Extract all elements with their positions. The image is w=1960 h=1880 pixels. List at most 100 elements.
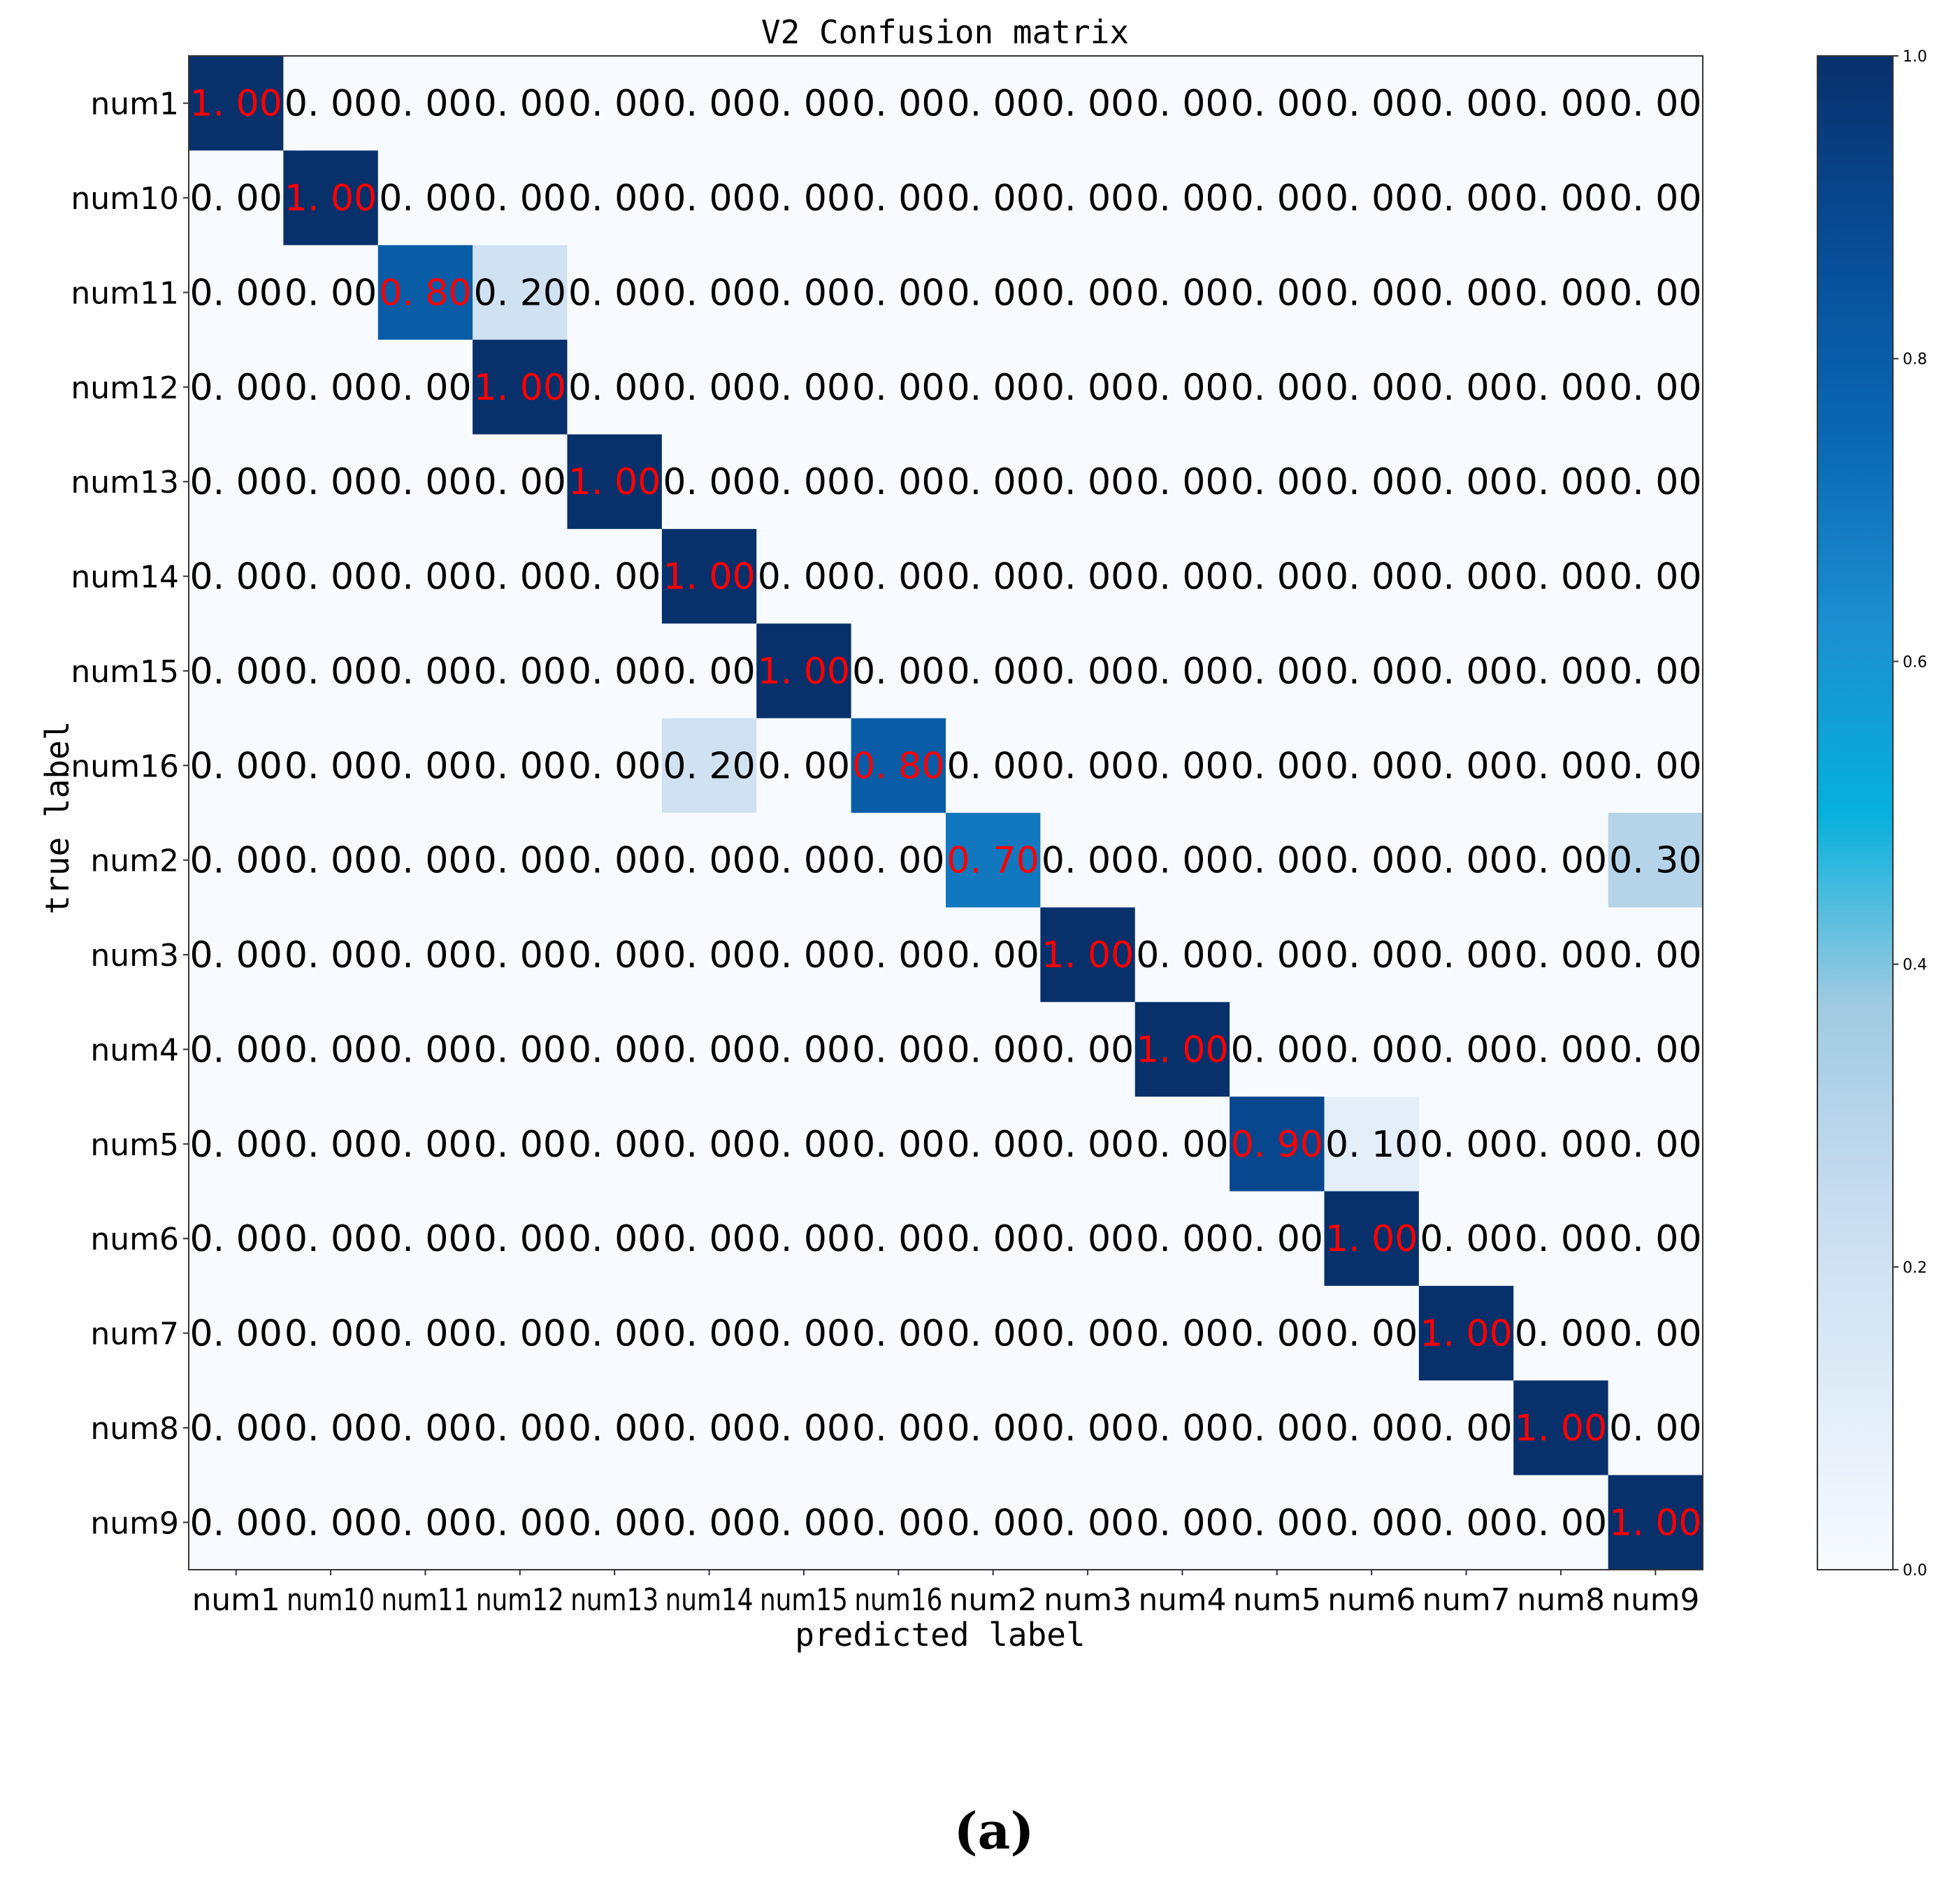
heatmap-cell <box>189 1285 284 1381</box>
heatmap-cell <box>377 434 473 530</box>
cell-value-label: 0. 00 <box>1515 1218 1607 1260</box>
cell-value-label: 0. 00 <box>1420 840 1512 882</box>
heatmap-cell <box>377 1475 473 1570</box>
heatmap-cell <box>1418 434 1514 530</box>
heatmap-cell <box>189 56 284 151</box>
y-tick-label: num5 <box>90 1127 179 1163</box>
cell-value-label: 0. 00 <box>1420 745 1512 787</box>
cell-value-label: 0. 00 <box>1325 556 1418 598</box>
cell-value-label: 0. 00 <box>663 367 755 409</box>
cell-value-label: 0. 00 <box>663 1124 755 1166</box>
heatmap-cell <box>1608 813 1703 908</box>
heatmap-cell <box>1230 150 1325 246</box>
cell-value-label: 0. 00 <box>568 1313 661 1355</box>
heatmap-cell <box>189 1191 284 1287</box>
heatmap-cell <box>473 813 568 908</box>
cell-value-label: 0. 00 <box>1609 934 1701 976</box>
heatmap-cell <box>1134 1002 1230 1097</box>
cell-value-label: 0. 00 <box>190 1408 282 1449</box>
cell-value-label: 0. 00 <box>1042 178 1134 219</box>
heatmap-cell <box>377 528 473 624</box>
cell-value-label: 0. 00 <box>1515 1502 1607 1544</box>
colorbar-tick-label: 0.8 <box>1903 351 1927 368</box>
cell-value-label: 0. 00 <box>474 1502 566 1544</box>
heatmap-cell <box>1513 1285 1609 1381</box>
heatmap-cell <box>661 1002 757 1097</box>
cell-value-label: 0. 00 <box>947 556 1039 598</box>
cell-value-label: 0. 00 <box>947 83 1039 125</box>
cell-value-label: 0. 00 <box>1609 367 1701 409</box>
cell-value-label: 0. 00 <box>663 934 755 976</box>
cell-value-label: 0. 00 <box>284 1502 377 1544</box>
cell-value-label: 0. 00 <box>758 840 850 882</box>
heatmap-cell <box>946 1475 1041 1570</box>
heatmap-cell <box>1418 718 1514 814</box>
heatmap-cell <box>1608 1475 1703 1570</box>
cell-value-label: 0. 00 <box>474 556 566 598</box>
cell-value-label: 0. 00 <box>947 367 1039 409</box>
heatmap-cell <box>1134 718 1230 814</box>
heatmap-cell <box>567 907 663 1003</box>
cell-value-label: 0. 00 <box>1420 272 1512 314</box>
heatmap-cell <box>1418 1380 1514 1476</box>
cell-value-label: 0. 00 <box>379 1218 471 1260</box>
heatmap-cell <box>1230 245 1325 340</box>
heatmap-cell <box>283 528 379 624</box>
heatmap-cell <box>946 1002 1041 1097</box>
cell-value-label: 0. 80 <box>379 272 471 314</box>
heatmap-cell <box>567 1380 663 1476</box>
heatmap-cell <box>377 623 473 719</box>
cell-value-label: 1. 00 <box>663 556 755 598</box>
heatmap-cell <box>1324 718 1420 814</box>
heatmap-cell <box>1418 1097 1514 1192</box>
cell-value-label: 0. 00 <box>1042 461 1134 503</box>
cell-value-label: 0. 00 <box>852 461 944 503</box>
heatmap-cell <box>567 813 663 908</box>
cell-value-label: 0. 00 <box>1136 367 1228 409</box>
cell-value-label: 1. 00 <box>284 178 377 219</box>
x-tick-label: num2 <box>949 1582 1037 1618</box>
heatmap-cell <box>946 1097 1041 1192</box>
cell-value-label: 1. 00 <box>1325 1218 1418 1260</box>
heatmap-cell <box>661 528 757 624</box>
heatmap-cell <box>473 434 568 530</box>
cell-value-label: 0. 00 <box>1420 556 1512 598</box>
heatmap-cell <box>1230 1097 1325 1192</box>
heatmap-cell <box>1513 813 1609 908</box>
cell-value-label: 0. 00 <box>190 556 282 598</box>
cell-value-label: 0. 00 <box>663 178 755 219</box>
heatmap-cell <box>851 434 946 530</box>
cell-value-label: 1. 00 <box>190 83 282 125</box>
heatmap-cell <box>661 718 757 814</box>
y-tick-label: num14 <box>71 560 179 595</box>
heatmap-cell <box>661 1380 757 1476</box>
heatmap-cell <box>1418 340 1514 435</box>
cell-value-label: 0. 00 <box>568 745 661 787</box>
cell-value-label: 0. 00 <box>474 1029 566 1071</box>
cell-value-label: 0. 00 <box>1231 1502 1323 1544</box>
x-tick-label: num10 <box>287 1582 375 1618</box>
heatmap-cell <box>1134 340 1230 435</box>
cell-value-label: 0. 00 <box>663 1313 755 1355</box>
colorbar-tick-label: 0.2 <box>1903 1259 1927 1277</box>
colorbar-tick-label: 0.0 <box>1903 1562 1927 1579</box>
heatmap-cell <box>1608 907 1703 1003</box>
heatmap-cell <box>946 907 1041 1003</box>
cell-value-label: 0. 00 <box>284 1408 377 1449</box>
cell-value-label: 0. 00 <box>663 272 755 314</box>
heatmap-cell <box>567 1097 663 1192</box>
heatmap-cell <box>377 1191 473 1287</box>
cell-value-label: 0. 00 <box>379 556 471 598</box>
heatmap-cell <box>473 623 568 719</box>
cell-value-label: 0. 00 <box>1231 1218 1323 1260</box>
cell-value-label: 1. 00 <box>568 461 661 503</box>
cell-value-label: 0. 00 <box>1609 651 1701 693</box>
heatmap-cell <box>661 623 757 719</box>
heatmap-cell <box>946 1191 1041 1287</box>
cell-value-label: 0. 00 <box>1136 556 1228 598</box>
cell-value-label: 0. 00 <box>758 1218 850 1260</box>
cell-value-label: 0. 00 <box>663 1029 755 1071</box>
heatmap-cell <box>567 1285 663 1381</box>
heatmap-cell <box>473 340 568 435</box>
heatmap-cell <box>851 623 946 719</box>
